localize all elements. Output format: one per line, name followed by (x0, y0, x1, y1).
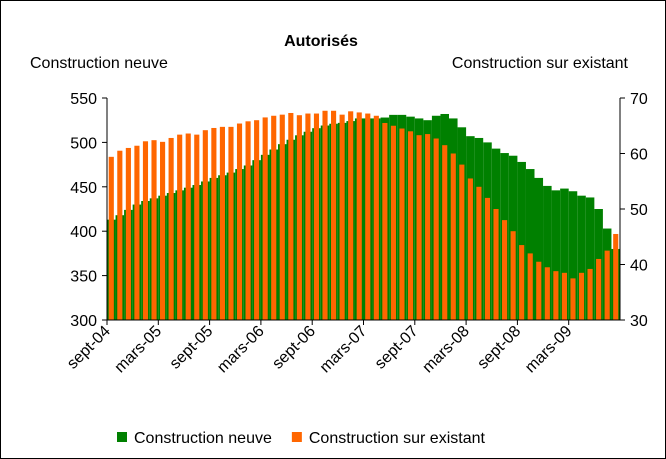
bar (604, 250, 610, 320)
bar (433, 138, 439, 320)
bar (519, 245, 525, 320)
bar (348, 111, 354, 320)
bar (578, 272, 585, 320)
bar (543, 185, 552, 320)
bar (534, 177, 544, 320)
bar (551, 190, 561, 320)
bar (416, 135, 422, 320)
bar (577, 195, 586, 320)
bar (125, 147, 131, 320)
y-tick-label: 350 (70, 269, 97, 286)
y-tick-label: 400 (70, 224, 97, 241)
bar (484, 197, 491, 320)
bar (245, 121, 251, 320)
bar (587, 268, 593, 320)
bar (279, 114, 285, 321)
y2-tick-label: 50 (630, 202, 648, 219)
bar (502, 220, 508, 320)
bar (356, 112, 362, 321)
y-tick-label: 450 (70, 180, 97, 197)
bar (177, 134, 183, 320)
bar (544, 267, 550, 320)
bar (613, 233, 619, 320)
bar (596, 258, 602, 320)
bar (585, 197, 595, 320)
bar (151, 140, 157, 320)
bar (168, 137, 174, 320)
y2-tick-label: 30 (630, 313, 648, 330)
bar (560, 188, 569, 320)
bar (425, 134, 431, 320)
bar (262, 117, 268, 320)
bar (219, 126, 225, 320)
bar (296, 115, 302, 320)
legend-swatch (291, 432, 302, 442)
chart-title: Autorisés (284, 33, 358, 50)
bar (450, 153, 456, 320)
bar (399, 128, 405, 320)
y-axis-label: Construction neuve (30, 55, 168, 72)
legend-swatch (117, 432, 127, 442)
bar (339, 114, 345, 321)
legend-label: Construction sur existant (309, 430, 486, 447)
bar (288, 112, 294, 320)
bar (382, 122, 388, 320)
bar (211, 127, 217, 320)
bar (525, 169, 535, 320)
bar (442, 145, 448, 320)
bar (194, 134, 200, 320)
bar (271, 115, 277, 320)
bar (536, 261, 542, 320)
y2-tick-label: 60 (630, 147, 648, 164)
y-tick-label: 500 (70, 135, 97, 152)
y2-axis-label: Construction sur existant (452, 55, 629, 72)
bar (467, 178, 473, 320)
bar (108, 156, 114, 320)
bar (373, 115, 379, 320)
bar (254, 120, 260, 320)
bar (117, 150, 123, 320)
bar (570, 278, 576, 320)
bar (365, 113, 371, 320)
bar (322, 110, 328, 320)
bar (185, 133, 191, 320)
bar (331, 110, 337, 320)
bar (527, 253, 533, 320)
y2-tick-label: 40 (630, 258, 648, 275)
bar (517, 161, 526, 320)
bar (407, 131, 414, 320)
bar (553, 271, 559, 320)
bar (476, 186, 482, 320)
bar (160, 141, 166, 320)
legend-label: Construction neuve (134, 430, 272, 447)
bar (305, 113, 311, 320)
bar (493, 209, 499, 320)
bar (202, 130, 208, 320)
bar (142, 141, 149, 320)
y-tick-label: 550 (70, 91, 97, 108)
bar (390, 125, 396, 320)
bar (228, 126, 234, 320)
bar (134, 145, 140, 320)
bar (313, 113, 320, 320)
y-tick-label: 300 (70, 313, 97, 330)
bar (459, 164, 465, 320)
bar (510, 231, 516, 320)
y2-tick-label: 70 (630, 91, 648, 108)
bar (561, 272, 567, 320)
bar (236, 123, 243, 320)
bar (568, 191, 578, 320)
